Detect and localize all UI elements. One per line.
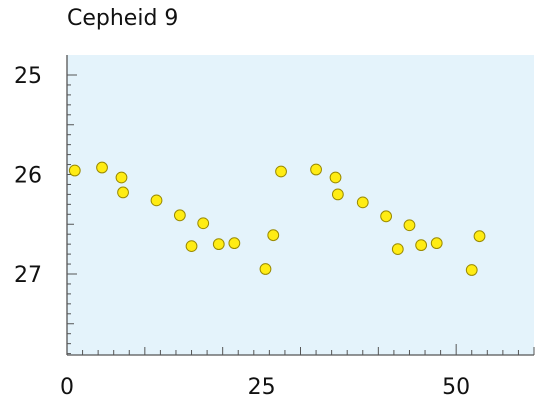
- data-point: [150, 194, 163, 207]
- y-tick-label: 25: [14, 64, 42, 89]
- data-point: [115, 171, 128, 184]
- data-point: [329, 171, 342, 184]
- data-point: [68, 164, 81, 177]
- x-tick-label: 0: [60, 375, 74, 400]
- data-point: [197, 217, 210, 230]
- data-point: [403, 219, 416, 232]
- data-point: [185, 240, 198, 253]
- minor-ticks: [67, 84, 535, 355]
- data-point: [173, 209, 186, 222]
- data-point: [117, 186, 129, 199]
- data-point: [391, 243, 404, 256]
- data-point: [259, 263, 272, 275]
- y-tick-label: 26: [14, 164, 42, 189]
- x-tick-label: 25: [248, 375, 276, 400]
- data-point: [310, 163, 322, 176]
- data-point: [96, 161, 108, 174]
- data-point: [415, 239, 428, 252]
- chart-title: Cepheid 9: [67, 6, 179, 31]
- y-tick-label: 27: [14, 263, 42, 288]
- data-point: [267, 229, 280, 242]
- data-point: [473, 230, 486, 243]
- tick-labels: 0 25 50 25 26 27: [14, 64, 470, 400]
- x-tick-label: 50: [442, 375, 470, 400]
- data-point: [465, 264, 478, 276]
- data-point: [212, 238, 225, 251]
- plot-area: [67, 55, 534, 355]
- data-points: [68, 161, 486, 276]
- data-point: [356, 196, 369, 209]
- data-point: [430, 237, 443, 250]
- data-point: [275, 165, 287, 178]
- data-point: [228, 237, 241, 250]
- data-point: [380, 210, 393, 223]
- data-point: [331, 188, 344, 201]
